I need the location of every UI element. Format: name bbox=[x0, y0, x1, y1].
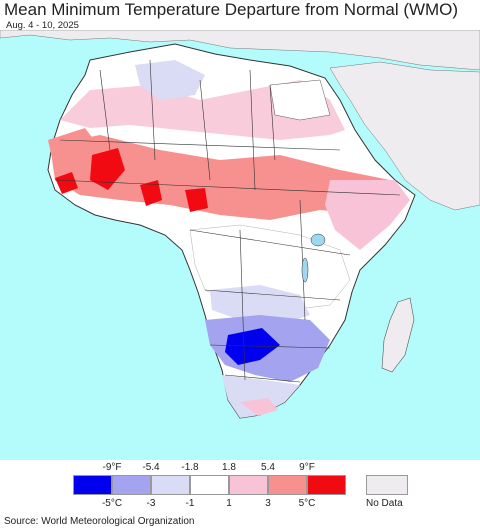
europe-no-data bbox=[0, 30, 480, 71]
legend-swatch-6 bbox=[268, 475, 307, 495]
legend-f-label: 5.4 bbox=[261, 462, 275, 473]
legend-f-label: 9°F bbox=[299, 462, 315, 473]
algeria-cool-patch bbox=[135, 60, 205, 100]
senegal-hot bbox=[55, 172, 78, 194]
madagascar-no-data bbox=[381, 297, 415, 373]
south-africa-light bbox=[222, 375, 300, 418]
legend-f-label: -9°F bbox=[102, 462, 122, 473]
legend-swatch-5 bbox=[229, 475, 268, 495]
lake-tanganyika bbox=[301, 257, 309, 283]
legend-c-label: -5°C bbox=[101, 498, 123, 509]
mauritania-warm bbox=[48, 128, 100, 160]
africa-temperature-map bbox=[0, 30, 480, 460]
legend-c-label: 5°C bbox=[298, 498, 316, 509]
nigeria-hot bbox=[185, 188, 208, 212]
map-title: Mean Minimum Temperature Departure from … bbox=[4, 0, 459, 19]
lake-victoria bbox=[310, 233, 326, 247]
zambia-cold bbox=[225, 328, 280, 365]
country-borders bbox=[54, 59, 401, 383]
color-legend: -9°F -5.4 -1.8 1.8 5.4 9°F -5°C -3 -1 1 … bbox=[0, 462, 480, 514]
legend-c-label: 1 bbox=[226, 498, 232, 509]
legend-swatch-2 bbox=[112, 475, 151, 495]
legend-f-label: -1.8 bbox=[181, 462, 199, 473]
sahel-warm bbox=[50, 135, 400, 220]
legend-c-label: -1 bbox=[185, 498, 195, 509]
niger-hot bbox=[140, 180, 162, 206]
horn-light-warm bbox=[325, 180, 410, 250]
legend-swatch-4 bbox=[190, 475, 229, 495]
legend-swatch-1 bbox=[73, 475, 112, 495]
no-data-label: No Data bbox=[366, 498, 403, 509]
egypt-region bbox=[269, 79, 331, 121]
no-data-swatch bbox=[366, 475, 408, 495]
congo-light-cool bbox=[210, 285, 310, 325]
mali-hot bbox=[90, 148, 125, 190]
legend-swatch-7 bbox=[307, 475, 346, 495]
cape-light-warm bbox=[240, 398, 278, 416]
legend-c-label: 3 bbox=[265, 498, 271, 509]
legend-f-label: -5.4 bbox=[142, 462, 160, 473]
source-credit: Source: World Meteorological Organizatio… bbox=[4, 516, 195, 527]
legend-f-label: 1.8 bbox=[222, 462, 236, 473]
arabia-no-data bbox=[329, 61, 480, 211]
legend-swatch-3 bbox=[151, 475, 190, 495]
date-range: Aug. 4 - 10, 2025 bbox=[6, 20, 79, 31]
legend-c-label: -3 bbox=[146, 498, 156, 509]
